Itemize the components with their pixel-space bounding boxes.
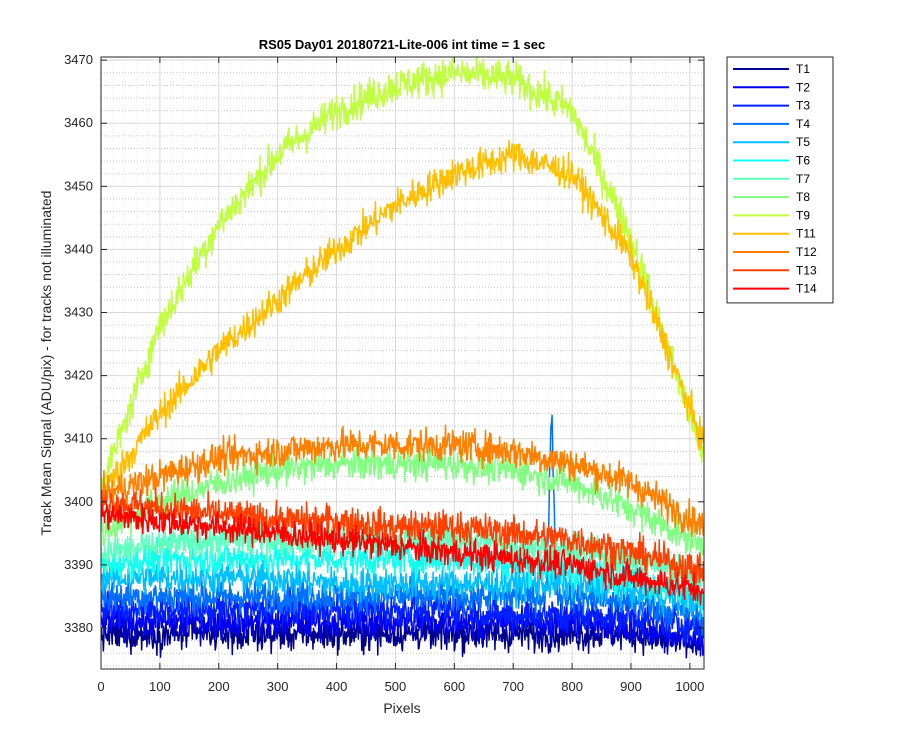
x-tick-label: 0 <box>97 679 104 694</box>
series-line-t5 <box>101 554 704 620</box>
legend-label-t2: T2 <box>796 80 810 94</box>
y-tick-label: 3440 <box>64 241 93 256</box>
legend: T1 T2 T3 T4 T5 T6 T7 T8 T9 T11 T12 T13 T14 <box>726 56 834 304</box>
series-line-t9 <box>101 57 704 503</box>
y-tick-label: 3450 <box>64 178 93 193</box>
x-tick-label: 200 <box>208 679 230 694</box>
chart-title: RS05 Day01 20180721-Lite-006 int time = … <box>259 37 546 52</box>
legend-label-t1: T1 <box>796 62 810 76</box>
y-tick-label: 3390 <box>64 557 93 572</box>
x-tick-label: 300 <box>267 679 289 694</box>
legend-label-t14: T14 <box>796 282 817 296</box>
y-tick-label: 3470 <box>64 52 93 67</box>
series-line-t12 <box>101 424 704 538</box>
x-tick-label: 100 <box>149 679 171 694</box>
legend-label-t12: T12 <box>796 245 817 259</box>
y-axis-label: Track Mean Signal (ADU/pix) - for tracks… <box>38 191 54 536</box>
x-axis: 0 100 200 300 400 500 600 700 800 900 1000 <box>97 57 704 694</box>
y-tick-label: 3380 <box>64 620 93 635</box>
series-line-t4 <box>101 414 704 636</box>
legend-label-t9: T9 <box>796 208 810 222</box>
x-axis-label: Pixels <box>383 700 420 716</box>
series-line-t8 <box>101 441 704 558</box>
legend-label-t4: T4 <box>796 117 810 131</box>
legend-label-t3: T3 <box>796 99 810 113</box>
x-tick-label: 800 <box>561 679 583 694</box>
x-tick-label: 900 <box>620 679 642 694</box>
legend-label-t13: T13 <box>796 263 817 277</box>
legend-label-t6: T6 <box>796 154 810 168</box>
x-tick-label: 600 <box>443 679 465 694</box>
series-line-t3 <box>101 586 704 646</box>
y-tick-label: 3420 <box>64 368 93 383</box>
plot-series <box>101 57 704 659</box>
x-tick-label: 400 <box>326 679 348 694</box>
legend-label-t11: T11 <box>796 227 816 241</box>
series-line-t13 <box>101 487 704 586</box>
plot-frame <box>100 56 705 670</box>
x-tick-label: 700 <box>502 679 524 694</box>
x-tick-label: 1000 <box>675 679 704 694</box>
y-axis: 3380 3390 3400 3410 3420 3430 3440 3450 3460 3470 <box>64 52 704 635</box>
x-tick-label: 500 <box>385 679 407 694</box>
legend-label-t8: T8 <box>796 190 810 204</box>
y-tick-label: 3410 <box>64 431 93 446</box>
y-tick-label: 3430 <box>64 305 93 320</box>
y-tick-label: 3400 <box>64 494 93 509</box>
y-tick-label: 3460 <box>64 115 93 130</box>
series-line-t11 <box>101 139 704 504</box>
legend-box <box>726 56 834 304</box>
legend-label-t7: T7 <box>796 172 810 186</box>
legend-label-t5: T5 <box>796 135 810 149</box>
series-line-t14 <box>101 502 704 606</box>
